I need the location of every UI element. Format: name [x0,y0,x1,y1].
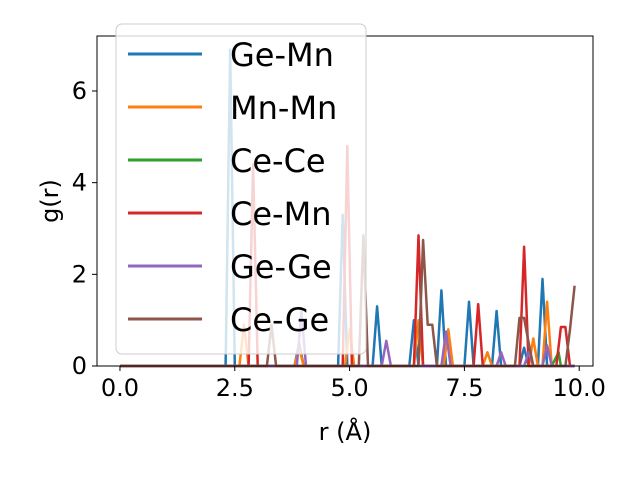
x-tick-label: 0.0 [101,374,139,402]
x-axis: 0.0 2.5 5.0 7.5 10.0 [101,366,606,402]
legend-label: Mn-Mn [230,89,337,127]
x-tick-label: 10.0 [553,374,606,402]
y-tick-label: 4 [72,169,87,197]
x-tick-label: 5.0 [331,374,369,402]
legend-label: Ce-Mn [230,195,331,233]
y-axis-label: g(r) [36,179,64,223]
x-axis-label: r (Å) [319,417,372,446]
y-axis: 0 2 4 6 [72,77,97,380]
y-tick-label: 6 [72,77,87,105]
x-tick-label: 7.5 [445,374,483,402]
legend-label: Ce-Ce [230,142,326,180]
x-tick-label: 2.5 [216,374,254,402]
legend: Ge-Mn Mn-Mn Ce-Ce Ce-Mn Ge-Ge Ce-Ge [115,23,367,355]
legend-label: Ce-Ge [230,301,329,339]
y-tick-label: 0 [72,352,87,380]
legend-label: Ge-Mn [230,36,334,74]
legend-label: Ge-Ge [230,248,332,286]
y-tick-label: 2 [72,260,87,288]
